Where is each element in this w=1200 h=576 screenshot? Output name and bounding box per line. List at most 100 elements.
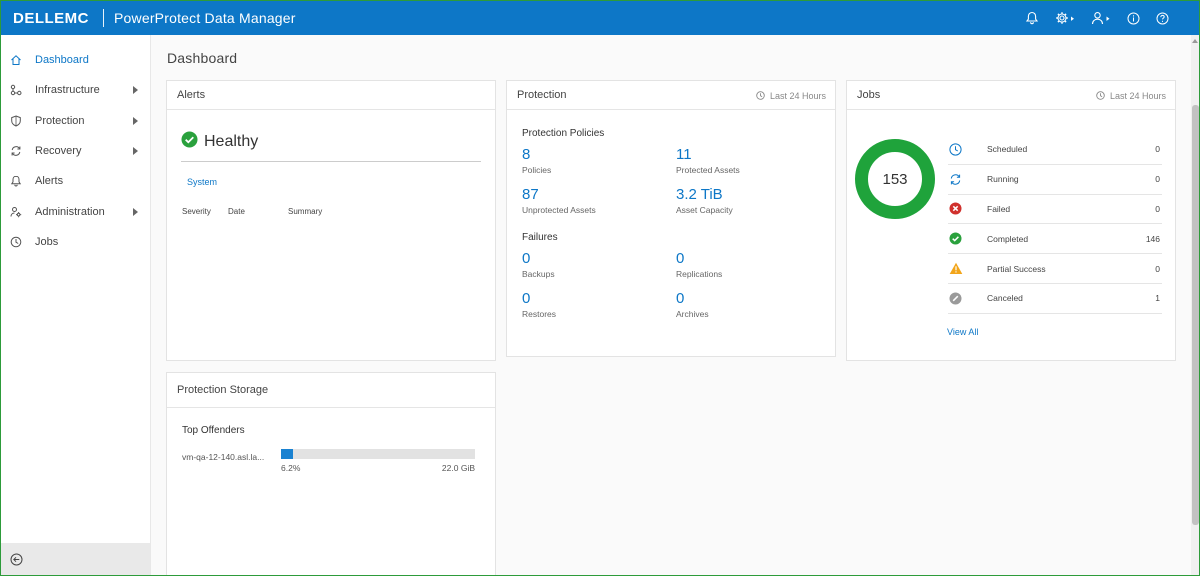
- scroll-up-arrow-icon[interactable]: [1192, 39, 1198, 43]
- sidebar-item-label: Protection: [35, 114, 85, 127]
- column-severity[interactable]: Severity: [182, 207, 211, 216]
- job-label: Partial Success: [987, 263, 1046, 274]
- sidebar-footer: [1, 543, 150, 575]
- job-count: 146: [1145, 233, 1160, 244]
- scrollbar-thumb[interactable]: [1192, 105, 1199, 525]
- column-date[interactable]: Date: [228, 207, 245, 216]
- job-count: 0: [1155, 144, 1160, 155]
- protection-policies-title: Protection Policies: [522, 128, 605, 139]
- job-count: 0: [1155, 174, 1160, 185]
- info-icon[interactable]: [1127, 9, 1140, 27]
- top-offenders-title: Top Offenders: [182, 425, 245, 436]
- jobs-card: Jobs Last 24 Hours 153 Scheduled 0: [846, 80, 1176, 361]
- offender-name[interactable]: vm-qa-12-140.asl.la...: [182, 452, 265, 462]
- view-all-link[interactable]: View All: [947, 327, 979, 337]
- sidebar-nav: Dashboard Infrastructure Protection: [1, 35, 150, 257]
- sidebar-item-protection[interactable]: Protection: [1, 106, 150, 136]
- stat-policies[interactable]: 8 Policies: [522, 147, 551, 176]
- clock-icon: [948, 142, 963, 157]
- help-icon[interactable]: [1156, 9, 1169, 27]
- failed-icon: [948, 201, 963, 216]
- shield-icon: [9, 114, 23, 128]
- stat-label: Restores: [522, 309, 557, 319]
- user-icon[interactable]: [1091, 9, 1111, 27]
- home-icon: [9, 53, 23, 67]
- time-range[interactable]: Last 24 Hours: [1096, 81, 1166, 110]
- job-label: Running: [987, 174, 1019, 185]
- recovery-icon: [9, 144, 23, 158]
- vertical-scrollbar[interactable]: [1191, 35, 1199, 575]
- alerts-card-title: Alerts: [177, 89, 206, 101]
- stat-restores[interactable]: 0 Restores: [522, 291, 557, 320]
- refresh-icon: [948, 172, 963, 187]
- protection-card-title: Protection: [517, 89, 567, 101]
- offender-usage-bar: [281, 449, 475, 459]
- stat-backups[interactable]: 0 Backups: [522, 251, 555, 280]
- sidebar-item-label: Administration: [35, 205, 105, 218]
- stat-protected-assets[interactable]: 11 Protected Assets: [676, 146, 740, 176]
- clock-icon: [1096, 91, 1105, 100]
- job-row-canceled[interactable]: Canceled 1: [948, 284, 1162, 314]
- protection-card-header: Protection Last 24 Hours: [507, 81, 835, 110]
- stat-label: Replications: [676, 269, 723, 279]
- app-title: PowerProtect Data Manager: [114, 10, 296, 26]
- check-icon: [948, 231, 963, 246]
- top-header: DELLEMC PowerProtect Data Manager: [1, 1, 1199, 35]
- stat-value: 3.2 TiB: [676, 186, 723, 203]
- alerts-divider: [181, 161, 481, 162]
- stat-unprotected-assets[interactable]: 87 Unprotected Assets: [522, 187, 596, 216]
- stat-label: Archives: [676, 309, 709, 319]
- job-row-scheduled[interactable]: Scheduled 0: [948, 135, 1162, 165]
- job-label: Canceled: [987, 293, 1023, 304]
- storage-card-header: Protection Storage: [167, 373, 495, 408]
- stat-asset-capacity[interactable]: 3.2 TiB Asset Capacity: [676, 186, 733, 216]
- sidebar-item-alerts[interactable]: Alerts: [1, 166, 150, 196]
- stat-replications[interactable]: 0 Replications: [676, 251, 723, 280]
- storage-card-title: Protection Storage: [177, 384, 269, 396]
- job-row-completed[interactable]: Completed 146: [948, 224, 1162, 255]
- time-range-label: Last 24 Hours: [1109, 90, 1166, 101]
- offender-capacity: 22.0 GiB: [441, 463, 475, 473]
- sidebar-item-administration[interactable]: Administration: [1, 196, 150, 226]
- check-circle-icon: [181, 131, 198, 153]
- canceled-icon: [948, 291, 963, 306]
- column-summary[interactable]: Summary: [288, 207, 323, 216]
- tab-system[interactable]: System: [187, 177, 218, 187]
- stat-value: 11: [676, 146, 692, 163]
- chevron-right-icon[interactable]: [133, 116, 138, 125]
- time-range[interactable]: Last 24 Hours: [756, 81, 826, 110]
- failures-title: Failures: [522, 232, 558, 243]
- jobs-total: 153: [882, 170, 908, 188]
- jobs-card-header: Jobs Last 24 Hours: [847, 81, 1175, 110]
- alerts-card: Alerts Healthy System Severity Date Summ…: [166, 80, 496, 361]
- health-status-label: Healthy: [204, 133, 259, 150]
- chevron-right-icon[interactable]: [133, 207, 138, 216]
- sidebar-item-infrastructure[interactable]: Infrastructure: [1, 75, 150, 105]
- admin-icon: [9, 205, 23, 219]
- job-row-failed[interactable]: Failed 0: [948, 195, 1162, 225]
- sidebar-item-dashboard[interactable]: Dashboard: [1, 45, 150, 75]
- gear-icon[interactable]: [1055, 9, 1075, 27]
- collapse-sidebar-icon[interactable]: [10, 553, 23, 566]
- bell-icon[interactable]: [1025, 9, 1039, 27]
- sidebar-item-recovery[interactable]: Recovery: [1, 136, 150, 166]
- stat-label: Unprotected Assets: [522, 205, 596, 215]
- bell-icon: [9, 174, 23, 188]
- job-label: Failed: [987, 203, 1011, 214]
- chevron-right-icon[interactable]: [133, 86, 138, 95]
- jobs-donut-chart[interactable]: [855, 139, 935, 219]
- protection-storage-card: Protection Storage Top Offenders vm-qa-1…: [166, 372, 496, 575]
- jobs-icon: [9, 235, 23, 249]
- chevron-right-icon[interactable]: [133, 147, 138, 156]
- sidebar-item-label: Alerts: [35, 175, 64, 188]
- sidebar-item-label: Recovery: [35, 145, 82, 158]
- stat-label: Asset Capacity: [676, 205, 733, 215]
- protection-card: Protection Last 24 Hours Protection Poli…: [506, 80, 836, 357]
- sidebar-item-jobs[interactable]: Jobs: [1, 227, 150, 257]
- job-row-partial-success[interactable]: Partial Success 0: [948, 254, 1162, 284]
- job-row-running[interactable]: Running 0: [948, 165, 1162, 195]
- jobs-status-list: Scheduled 0 Running 0 Failed 0: [948, 135, 1162, 314]
- stat-archives[interactable]: 0 Archives: [676, 291, 709, 320]
- warning-icon: [948, 261, 963, 276]
- time-range-label: Last 24 Hours: [769, 90, 826, 101]
